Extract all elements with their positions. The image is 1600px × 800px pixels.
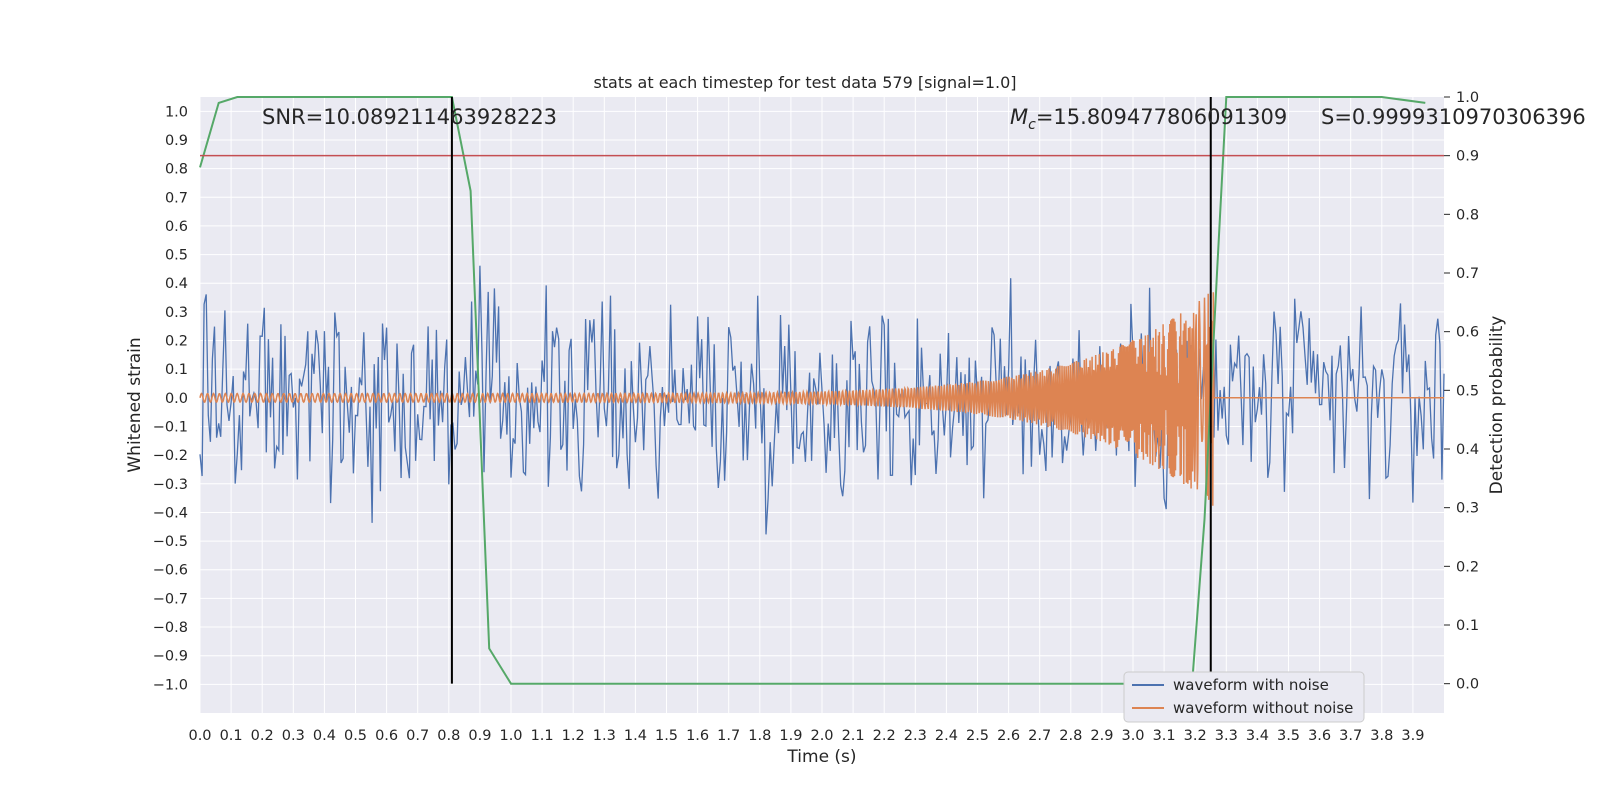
x-axis-ticks: 0.0 0.1 0.2 0.3 0.4 0.5 0.6 0.7 0.8 0.9 1.0 1.1 1.2 1…	[188, 728, 1424, 744]
y2-tick-label: 1.0	[1456, 90, 1479, 106]
series-waveform-without-noise	[199, 292, 1444, 506]
x-tick-label: 2.4	[935, 728, 958, 744]
y-tick-label: −0.4	[153, 505, 188, 521]
legend-label-with-noise: waveform with noise	[1173, 676, 1329, 694]
x-tick-label: 0.5	[344, 728, 367, 744]
y-tick-label: 0.9	[165, 133, 188, 149]
y-tick-label: −0.5	[153, 534, 188, 550]
y2-tick-label: 0.3	[1456, 501, 1479, 517]
series-waveform-with-noise	[199, 265, 1445, 535]
x-tick-label: 1.3	[593, 728, 616, 744]
x-tick-label: 3.3	[1215, 728, 1238, 744]
x-tick-label: 2.2	[873, 728, 896, 744]
y2-tick-label: 0.6	[1456, 325, 1479, 341]
y-tick-label: 0.5	[165, 248, 188, 264]
x-tick-label: 2.8	[1059, 728, 1082, 744]
y-tick-label: −0.3	[153, 477, 188, 493]
x-tick-label: 2.6	[997, 728, 1020, 744]
x-tick-label: 2.0	[810, 728, 833, 744]
x-tick-label: 1.5	[655, 728, 678, 744]
y-tick-label: −0.7	[153, 591, 188, 607]
x-tick-label: 3.4	[1246, 728, 1269, 744]
y-tick-label: 0.8	[165, 162, 188, 178]
x-tick-label: 3.2	[1184, 728, 1207, 744]
y2-tick-label: 0.7	[1456, 266, 1479, 282]
x-tick-label: 1.4	[624, 728, 647, 744]
mc-subscript: c	[1028, 117, 1036, 133]
legend-box	[1123, 671, 1365, 723]
series-detection-probability	[199, 96, 1426, 685]
mc-annotation: Mc=15.809477806091309	[1010, 105, 1287, 133]
series-layer	[199, 96, 1445, 685]
legend-label-without-noise: waveform without noise	[1173, 699, 1353, 717]
y2-tick-label: 0.9	[1456, 149, 1479, 165]
y-tick-label: 1.0	[165, 104, 188, 120]
x-tick-label: 0.6	[375, 728, 398, 744]
x-axis-label: Time (s)	[786, 747, 856, 767]
x-tick-label: 0.3	[282, 728, 305, 744]
x-tick-label: 3.6	[1308, 728, 1331, 744]
x-tick-label: 1.8	[748, 728, 771, 744]
y-tick-label: −0.1	[153, 419, 188, 435]
mc-symbol: M	[1010, 105, 1028, 129]
x-tick-label: 0.0	[188, 728, 211, 744]
y-tick-label: 0.6	[165, 219, 188, 235]
x-tick-label: 3.1	[1153, 728, 1176, 744]
x-tick-label: 1.1	[531, 728, 554, 744]
x-tick-label: 2.5	[966, 728, 989, 744]
y-tick-label: −1.0	[153, 677, 188, 693]
x-tick-label: 0.4	[313, 728, 336, 744]
x-tick-label: 0.9	[468, 728, 491, 744]
y2-tick-label: 0.4	[1456, 442, 1479, 458]
x-tick-label: 0.2	[251, 728, 274, 744]
x-tick-label: 1.7	[717, 728, 740, 744]
y-tick-label: 0.7	[165, 190, 188, 206]
x-tick-label: 3.9	[1401, 728, 1424, 744]
x-tick-label: 3.0	[1121, 728, 1144, 744]
x-tick-label: 0.8	[437, 728, 460, 744]
x-tick-label: 0.1	[220, 728, 243, 744]
x-tick-label: 1.6	[686, 728, 709, 744]
s-annotation: S=0.9999310970306396	[1321, 105, 1586, 129]
y2-axis-label: Detection probability	[1487, 316, 1507, 495]
x-tick-label: 1.0	[499, 728, 522, 744]
x-tick-label: 2.9	[1090, 728, 1113, 744]
y2-tick-label: 0.1	[1456, 618, 1479, 634]
y-axis-label: Whitened strain	[125, 337, 145, 472]
x-tick-label: 0.7	[406, 728, 429, 744]
y2-tick-label: 0.5	[1456, 383, 1479, 399]
y2-tick-label: 0.8	[1456, 207, 1479, 223]
legend: waveform with noise waveform without noi…	[1123, 671, 1365, 723]
y-tick-label: 0.4	[165, 276, 188, 292]
annotation-layer	[200, 97, 1444, 684]
x-tick-label: 2.7	[1028, 728, 1051, 744]
y2-axis-ticks: 1.0 0.9 0.8 0.7 0.6 0.5 0.4 0.3 0.2 0.1 0.0	[1444, 90, 1479, 693]
x-tick-label: 3.8	[1370, 728, 1393, 744]
x-tick-label: 1.9	[779, 728, 802, 744]
y-tick-label: −0.2	[153, 448, 188, 464]
y-tick-label: 0.2	[165, 334, 188, 350]
x-tick-label: 3.7	[1339, 728, 1362, 744]
y-tick-label: 0.3	[165, 305, 188, 321]
mc-value: =15.809477806091309	[1036, 105, 1287, 129]
y2-tick-label: 0.2	[1456, 559, 1479, 575]
y-tick-label: −0.8	[153, 620, 188, 636]
snr-annotation: SNR=10.089211463928223	[262, 105, 557, 129]
chart-title: stats at each timestep for test data 579…	[593, 73, 1016, 92]
x-tick-label: 3.5	[1277, 728, 1300, 744]
y-tick-label: −0.9	[153, 649, 188, 665]
y-axis-ticks: 1.0 0.9 0.8 0.7 0.6 0.5 0.4 0.3 0.2 0.1 0.0 −0.1 −0.…	[153, 104, 188, 693]
x-tick-label: 2.3	[904, 728, 927, 744]
x-tick-label: 2.1	[842, 728, 865, 744]
x-tick-label: 1.2	[562, 728, 585, 744]
y-tick-label: 0.0	[165, 391, 188, 407]
y2-tick-label: 0.0	[1456, 677, 1479, 693]
y-tick-label: −0.6	[153, 563, 188, 579]
y-tick-label: 0.1	[165, 362, 188, 378]
